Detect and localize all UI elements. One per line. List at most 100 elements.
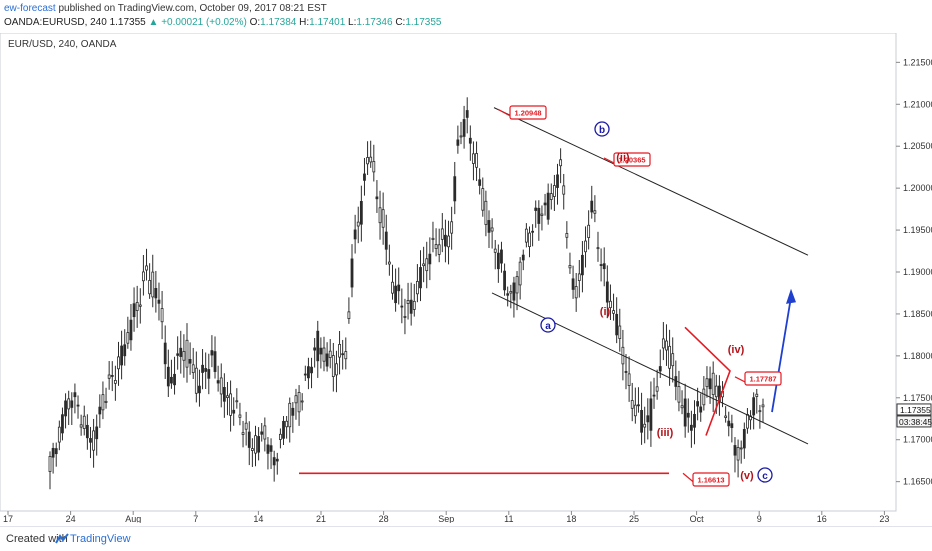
- projection-arrow-head: [786, 288, 796, 304]
- candle-body: [89, 438, 92, 443]
- time-axis[interactable]: 17 24 Aug 7 14 21 28 Sep 11 18 25 Oct 9 16 23: [3, 511, 889, 524]
- candle-body: [170, 376, 173, 384]
- x-tick-label: 11: [504, 514, 513, 523]
- candle-body: [431, 237, 435, 240]
- candle-body: [484, 200, 488, 225]
- candle-body: [145, 265, 148, 271]
- candle-body: [191, 364, 195, 374]
- price-callout-box: [744, 371, 782, 386]
- candle-body: [350, 258, 354, 288]
- candle-body: [671, 353, 675, 367]
- candle-body: [154, 288, 158, 299]
- y-tick-label: 1.20500: [903, 141, 932, 151]
- candle-body: [363, 173, 366, 181]
- candle-body: [275, 458, 279, 462]
- candle-body: [415, 281, 419, 295]
- candle-body: [581, 254, 584, 276]
- last-price-tag: [896, 403, 932, 416]
- candle-body: [257, 436, 261, 453]
- candle-body: [683, 398, 687, 427]
- wave-label-circle: [540, 317, 556, 333]
- candle-body: [353, 229, 357, 240]
- candle-body: [419, 267, 422, 289]
- candle-body: [655, 386, 659, 392]
- candle-body: [356, 221, 360, 227]
- candle-body: [658, 366, 662, 372]
- candle-body: [254, 435, 257, 454]
- author-link[interactable]: ew-forecast: [4, 3, 56, 14]
- x-tick-label: 17: [3, 514, 13, 523]
- candle-body: [316, 330, 320, 362]
- price-callout-label: 1.20365: [618, 156, 645, 165]
- candle-body: [391, 281, 394, 294]
- candle-body: [92, 430, 95, 451]
- wave-iv-triangle-lines: [684, 326, 731, 436]
- projection-arrow-line: [771, 297, 792, 413]
- y-tick-label: 1.20000: [903, 183, 932, 193]
- candle-body: [593, 210, 597, 214]
- candle-body: [110, 375, 114, 377]
- candle-body: [394, 285, 398, 304]
- high-value: 1.17401: [309, 17, 346, 28]
- chart-frame[interactable]: EUR/USD, 240, OANDA 1.20948 1.20365 1.1778…: [0, 32, 932, 524]
- candle-body: [369, 156, 373, 163]
- price-chart[interactable]: EUR/USD, 240, OANDA 1.20948 1.20365 1.1778…: [0, 32, 932, 524]
- candle-body: [481, 188, 485, 211]
- price-axis[interactable]: 1.21500 1.21000 1.20500 1.20000 1.19500 1.190…: [896, 57, 932, 487]
- tradingview-brand-link[interactable]: TradingView: [70, 533, 131, 545]
- candle-body: [699, 406, 703, 413]
- candle-body: [194, 367, 198, 394]
- candle-body: [472, 153, 475, 164]
- candle-body: [487, 220, 491, 233]
- candle-body: [571, 278, 575, 290]
- x-tick-label: 28: [379, 514, 389, 523]
- open-label: O:: [249, 17, 261, 28]
- candle-body: [104, 400, 108, 403]
- candle-body: [54, 448, 58, 455]
- footer: Created with TradingView: [0, 526, 932, 551]
- candle-body: [279, 433, 282, 440]
- x-tick-label: Oct: [690, 514, 705, 523]
- candle-body: [515, 276, 519, 294]
- y-tick-label: 1.21000: [903, 99, 932, 109]
- candle-body: [509, 291, 513, 294]
- candle-body: [85, 424, 89, 439]
- candle-body: [577, 273, 581, 281]
- candle-body: [549, 193, 553, 200]
- candle-body: [213, 351, 217, 372]
- candle-body: [686, 412, 690, 418]
- candle-body: [76, 404, 80, 407]
- candle-body: [216, 380, 220, 384]
- candle-body: [736, 447, 740, 461]
- candle-body: [652, 394, 656, 397]
- candle-body: [282, 420, 285, 439]
- candle-body: [456, 139, 460, 146]
- price-callout-box: [509, 105, 547, 120]
- candle-body: [347, 311, 351, 319]
- x-tick-label: Aug: [125, 514, 141, 523]
- close-value: 1.17355: [405, 17, 442, 28]
- publish-info: ew-forecast published on TradingView.com…: [4, 3, 327, 14]
- candle-body: [521, 254, 525, 261]
- last-price: 1.17355: [109, 17, 146, 28]
- candle-body: [556, 174, 559, 188]
- candle-body: [272, 457, 276, 466]
- candle-body: [123, 344, 127, 357]
- candle-body: [444, 234, 447, 247]
- wave-label: (iv): [728, 344, 745, 356]
- candle-body: [705, 378, 709, 388]
- candle-body: [235, 400, 239, 403]
- candle-body: [727, 420, 731, 427]
- chart-title: EUR/USD, 240, OANDA: [8, 39, 117, 50]
- candle-body: [422, 263, 426, 267]
- candle-body: [711, 372, 715, 396]
- wave-label-circle: [594, 121, 610, 137]
- candle-body: [387, 261, 391, 265]
- candle-body: [375, 196, 379, 200]
- candle-body: [496, 252, 500, 270]
- candle-body: [82, 415, 86, 429]
- price-callout-label: 1.20948: [514, 109, 541, 118]
- candle-body: [331, 355, 335, 377]
- symbol-interval: OANDA:EURUSD, 240: [4, 17, 107, 28]
- candle-body: [761, 404, 765, 408]
